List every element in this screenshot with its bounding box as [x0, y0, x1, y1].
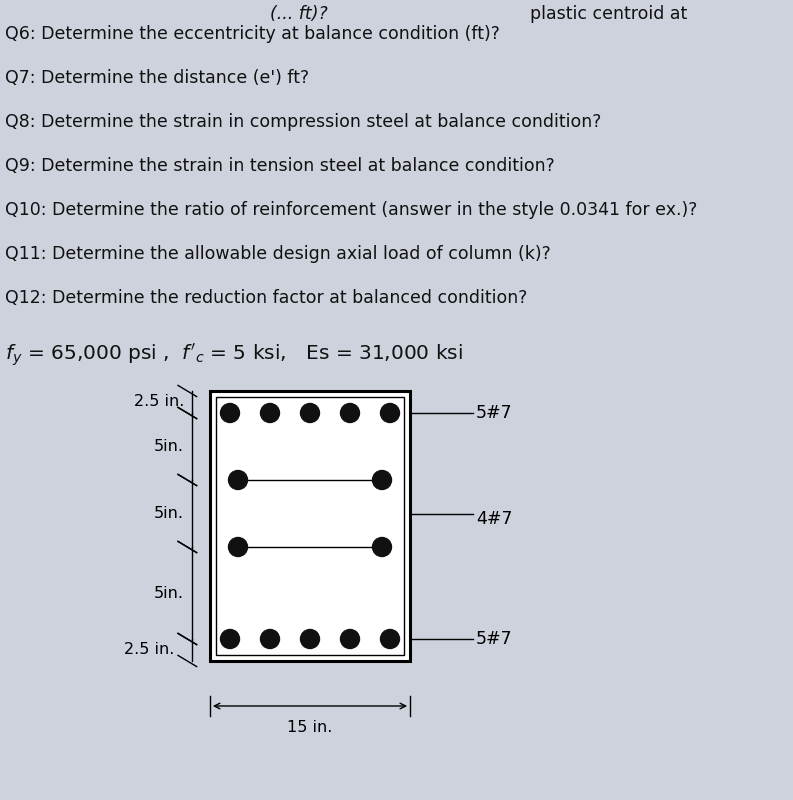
Text: 5in.: 5in. — [154, 439, 184, 454]
Circle shape — [373, 538, 392, 557]
Circle shape — [260, 403, 279, 422]
Text: Q9: Determine the strain in tension steel at balance condition?: Q9: Determine the strain in tension stee… — [5, 157, 555, 175]
Text: 15 in.: 15 in. — [287, 720, 333, 735]
Text: 5in.: 5in. — [154, 586, 184, 601]
Circle shape — [340, 403, 359, 422]
Circle shape — [228, 470, 247, 490]
Text: plastic centroid at: plastic centroid at — [530, 5, 688, 23]
Text: $f_y$ = 65,000 psi ,  $f'_c$ = 5 ksi,   Es = 31,000 ksi: $f_y$ = 65,000 psi , $f'_c$ = 5 ksi, Es … — [5, 341, 463, 368]
Text: Q11: Determine the allowable design axial load of column (k)?: Q11: Determine the allowable design axia… — [5, 245, 551, 263]
Bar — [216, 397, 404, 655]
Text: Q12: Determine the reduction factor at balanced condition?: Q12: Determine the reduction factor at b… — [5, 289, 527, 307]
Circle shape — [260, 630, 279, 649]
Text: 5in.: 5in. — [154, 506, 184, 521]
Circle shape — [340, 630, 359, 649]
Bar — [210, 391, 410, 661]
Circle shape — [301, 403, 320, 422]
Circle shape — [381, 403, 400, 422]
Circle shape — [373, 470, 392, 490]
Text: 5#7: 5#7 — [476, 630, 512, 648]
Text: Q6: Determine the eccentricity at balance condition (ft)?: Q6: Determine the eccentricity at balanc… — [5, 25, 500, 43]
Text: 2.5 in.: 2.5 in. — [124, 642, 174, 658]
Circle shape — [220, 403, 239, 422]
Text: Q7: Determine the distance (e') ft?: Q7: Determine the distance (e') ft? — [5, 69, 309, 87]
Text: Q8: Determine the strain in compression steel at balance condition?: Q8: Determine the strain in compression … — [5, 113, 601, 131]
Circle shape — [381, 630, 400, 649]
Text: 5#7: 5#7 — [476, 404, 512, 422]
Circle shape — [220, 630, 239, 649]
Text: Q10: Determine the ratio of reinforcement (answer in the style 0.0341 for ex.)?: Q10: Determine the ratio of reinforcemen… — [5, 201, 697, 219]
Circle shape — [228, 538, 247, 557]
Text: 4#7: 4#7 — [476, 510, 512, 527]
Circle shape — [301, 630, 320, 649]
Text: 2.5 in.: 2.5 in. — [134, 394, 184, 410]
Text: (... ft)?: (... ft)? — [270, 5, 328, 23]
